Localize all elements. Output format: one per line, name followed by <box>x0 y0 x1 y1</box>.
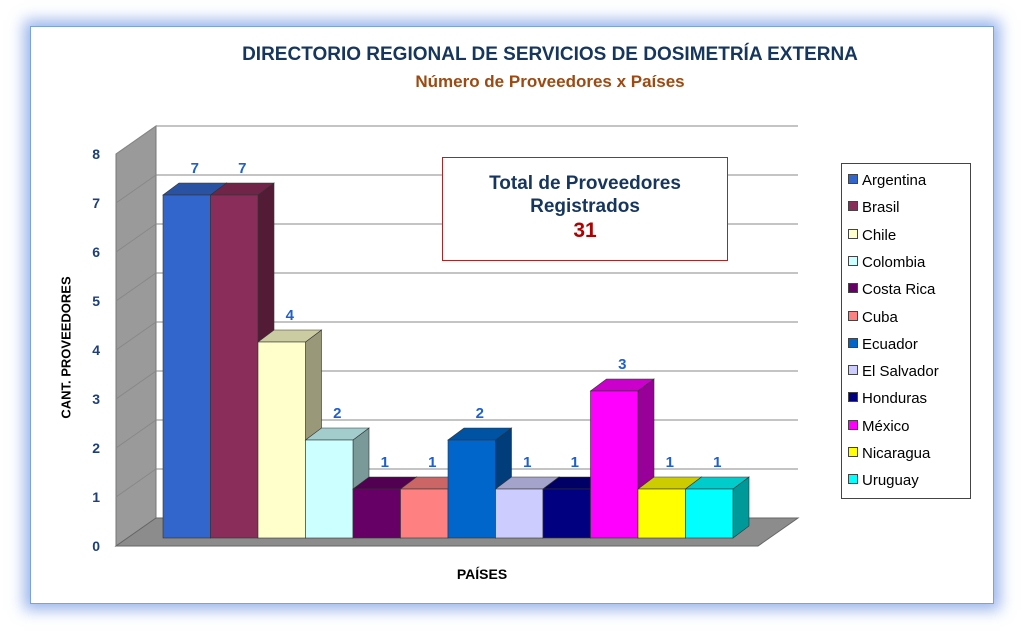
gridline-depth <box>115 419 157 449</box>
legend-swatch <box>848 283 858 294</box>
total-annotation-value: 31 <box>573 219 597 242</box>
legend-swatch <box>848 337 858 348</box>
bar <box>352 488 401 539</box>
data-label: 2 <box>333 405 341 422</box>
data-label: 2 <box>476 405 484 422</box>
data-label: 1 <box>523 454 531 471</box>
gridline-depth <box>115 272 157 302</box>
legend-item: Uruguay <box>848 472 919 492</box>
total-annotation-box: Total de Proveedores Registrados 31 <box>442 157 728 261</box>
gridline-depth <box>115 125 157 155</box>
legend-label: Uruguay <box>862 472 919 490</box>
data-label: 7 <box>191 160 199 177</box>
legend-label: Nicaragua <box>862 445 931 462</box>
y-tick-label: 1 <box>92 489 100 505</box>
bar <box>305 439 354 539</box>
data-label: 1 <box>666 454 674 471</box>
data-label: 1 <box>713 454 721 471</box>
legend-swatch <box>848 174 858 184</box>
legend-label: Colombia <box>862 253 926 271</box>
legend-label: Costa Rica <box>862 281 936 299</box>
bar <box>447 439 496 539</box>
legend-item: Colombia <box>848 254 925 274</box>
legend-item: Argentina <box>848 172 926 192</box>
chart-subtitle: Número de Proveedores x Países <box>415 72 685 91</box>
legend-label: Chile <box>862 226 897 244</box>
legend-item: Chile <box>848 227 896 247</box>
y-tick-label: 4 <box>92 342 100 358</box>
legend-label: El Salvador <box>862 363 939 381</box>
bar <box>637 488 686 539</box>
y-tick-label: 2 <box>92 440 100 456</box>
legend-item: El Salvador <box>848 363 939 383</box>
legend-swatch <box>848 365 858 376</box>
bar <box>400 488 449 539</box>
data-label: 4 <box>286 307 295 324</box>
legend-label: Cuba <box>862 308 898 326</box>
legend-label: Brasil <box>862 199 900 217</box>
legend-swatch <box>848 392 858 403</box>
bar <box>542 488 591 539</box>
bar <box>685 488 734 539</box>
chart-title: DIRECTORIO REGIONAL DE SERVICIOS DE DOSI… <box>242 44 858 65</box>
bar <box>162 194 211 539</box>
legend-swatch <box>848 474 858 485</box>
data-label: 7 <box>238 160 246 177</box>
y-tick-label: 0 <box>92 538 100 554</box>
legend-swatch <box>848 255 858 266</box>
legend-label: Ecuador <box>862 335 918 353</box>
legend-item: Brasil <box>848 199 900 219</box>
chart-legend: Argentina Brasil Chile Colombia Costa Rica Cu… <box>841 163 971 499</box>
bar <box>210 194 259 539</box>
legend-swatch <box>848 228 858 239</box>
y-tick-label: 6 <box>92 244 100 260</box>
legend-item: México <box>848 418 910 438</box>
legend-item: Cuba <box>848 309 898 329</box>
legend-item: Ecuador <box>848 336 918 356</box>
legend-swatch <box>848 447 858 457</box>
data-label: 3 <box>618 356 626 373</box>
legend-item: Honduras <box>848 390 927 410</box>
total-annotation-line2: Registrados <box>530 196 640 217</box>
bar <box>590 390 639 539</box>
data-label: 1 <box>428 454 436 471</box>
data-label: 1 <box>381 454 389 471</box>
y-tick-label: 8 <box>92 146 100 162</box>
gridline-depth <box>115 370 157 400</box>
legend-label: México <box>862 417 910 435</box>
legend-swatch <box>848 310 858 321</box>
total-annotation-line1: Total de Proveedores <box>489 173 681 194</box>
legend-swatch <box>848 419 858 430</box>
x-axis-label: PAÍSES <box>456 566 508 582</box>
y-tick-label: 3 <box>92 391 100 407</box>
gridline-depth <box>115 174 157 204</box>
gridline-depth <box>115 321 157 351</box>
bar <box>257 341 306 539</box>
gridline-depth <box>115 223 157 253</box>
data-label: 1 <box>571 454 579 471</box>
y-tick-label: 5 <box>92 293 100 309</box>
legend-item: Costa Rica <box>848 281 935 301</box>
y-axis-label: CANT. PROVEEDORES <box>58 276 74 419</box>
legend-item: Nicaragua <box>848 445 930 465</box>
legend-label: Argentina <box>862 172 927 189</box>
bar <box>495 488 544 539</box>
gridline-depth <box>115 468 157 498</box>
y-tick-label: 7 <box>92 195 100 211</box>
legend-label: Honduras <box>862 390 928 408</box>
legend-swatch <box>848 201 858 212</box>
